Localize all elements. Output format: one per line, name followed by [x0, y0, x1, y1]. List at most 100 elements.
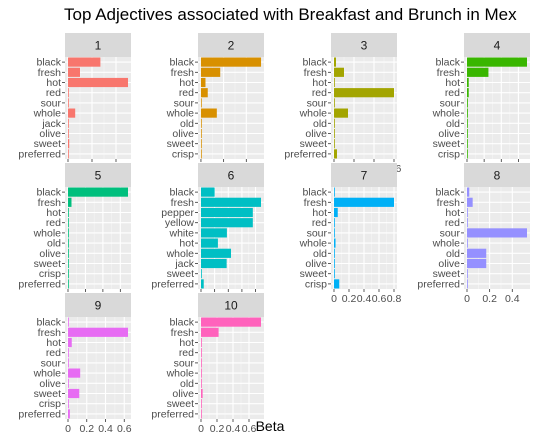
bar: [467, 118, 468, 128]
y-tick-label: black: [302, 57, 327, 69]
facet-strip-label: 5: [95, 169, 102, 183]
bar: [467, 238, 468, 248]
y-tick-label: olive: [305, 258, 327, 270]
bar: [68, 358, 69, 368]
facet-strip: [65, 163, 131, 187]
facet-strip: [464, 33, 530, 57]
x-tick-label: 0.2: [210, 423, 225, 435]
bar: [68, 149, 69, 159]
y-tick-label: sour: [41, 97, 62, 109]
bar: [68, 269, 69, 279]
bar: [68, 248, 69, 258]
bar: [201, 218, 253, 228]
y-tick-label: crisp: [39, 268, 61, 280]
bar: [201, 207, 253, 218]
y-tick-label: white: [168, 227, 194, 239]
bar: [201, 279, 204, 289]
bar: [201, 238, 218, 248]
bar: [68, 279, 69, 289]
x-tick-label: 0.4: [505, 293, 520, 305]
y-tick-label: fresh: [437, 67, 461, 79]
y-tick-label: old: [313, 118, 327, 130]
y-tick-label: sour: [307, 227, 328, 239]
x-tick-label: 0.2: [79, 423, 94, 435]
bar: [334, 207, 338, 218]
bar: [68, 348, 69, 358]
y-tick-label: black: [169, 57, 194, 69]
y-tick-label: whole: [33, 227, 62, 239]
x-tick-label: 0.2: [342, 293, 357, 305]
x-axis-label: Beta: [255, 418, 285, 434]
bar: [68, 108, 76, 118]
bar: [68, 77, 128, 88]
y-tick-label: old: [313, 248, 327, 260]
bar: [467, 248, 487, 258]
y-tick-label: sweet: [167, 398, 195, 410]
bar: [467, 258, 487, 269]
y-tick-label: hot: [312, 207, 327, 219]
facet-strip-label: 8: [494, 169, 501, 183]
bar: [201, 348, 202, 358]
y-tick-label: sweet: [167, 268, 195, 280]
x-tick-label: 0: [198, 423, 204, 435]
y-tick-label: old: [180, 378, 194, 390]
bar: [68, 368, 81, 378]
y-tick-label: crisp: [39, 398, 61, 410]
bar: [201, 378, 202, 388]
bar: [334, 108, 348, 118]
bar: [467, 269, 468, 279]
y-tick-label: black: [435, 57, 460, 69]
y-tick-label: olive: [438, 128, 460, 140]
bar: [467, 98, 468, 108]
x-tick-label: 0.8: [387, 293, 402, 305]
y-tick-label: red: [445, 87, 460, 99]
y-tick-label: black: [302, 187, 327, 199]
bar: [467, 187, 470, 197]
facet-strip-label: 7: [361, 169, 368, 183]
y-tick-label: sweet: [433, 138, 461, 150]
facet-strip-label: 1: [95, 39, 102, 53]
bar: [334, 77, 335, 88]
y-tick-label: sour: [174, 97, 195, 109]
bar: [68, 197, 72, 207]
y-tick-label: pepper: [161, 207, 194, 219]
bar: [467, 128, 468, 139]
y-tick-label: sweet: [433, 268, 461, 280]
y-tick-label: black: [36, 187, 61, 199]
facet-strip-label: 6: [228, 169, 235, 183]
bar: [201, 358, 202, 368]
y-tick-label: crisp: [438, 148, 460, 160]
y-tick-label: old: [47, 238, 61, 250]
bar: [200, 118, 202, 128]
bar: [68, 88, 69, 98]
y-tick-label: old: [180, 118, 194, 130]
y-tick-label: sweet: [300, 268, 328, 280]
y-tick-label: whole: [166, 368, 195, 380]
y-tick-label: red: [179, 347, 194, 359]
bar: [334, 88, 394, 98]
y-tick-label: fresh: [38, 327, 62, 339]
bar: [467, 57, 527, 67]
y-tick-label: red: [179, 87, 194, 99]
bar: [334, 258, 335, 269]
y-tick-label: hot: [445, 77, 460, 89]
facet-strip-label: 4: [494, 39, 501, 53]
bar: [200, 149, 202, 159]
y-tick-label: red: [46, 217, 61, 229]
y-tick-label: olive: [438, 258, 460, 270]
bar: [334, 197, 394, 207]
bar: [68, 207, 69, 218]
bar: [68, 388, 80, 399]
bar: [200, 128, 202, 139]
bar: [201, 258, 227, 269]
y-tick-label: old: [446, 118, 460, 130]
y-tick-label: hot: [46, 77, 61, 89]
facet-strip-label: 2: [228, 39, 235, 53]
bar: [200, 77, 206, 88]
bar: [68, 57, 101, 67]
bar: [200, 67, 221, 77]
bar: [334, 238, 336, 248]
bar: [68, 118, 69, 128]
facet-strip-label: 10: [224, 299, 238, 313]
y-tick-label: sweet: [34, 388, 62, 400]
